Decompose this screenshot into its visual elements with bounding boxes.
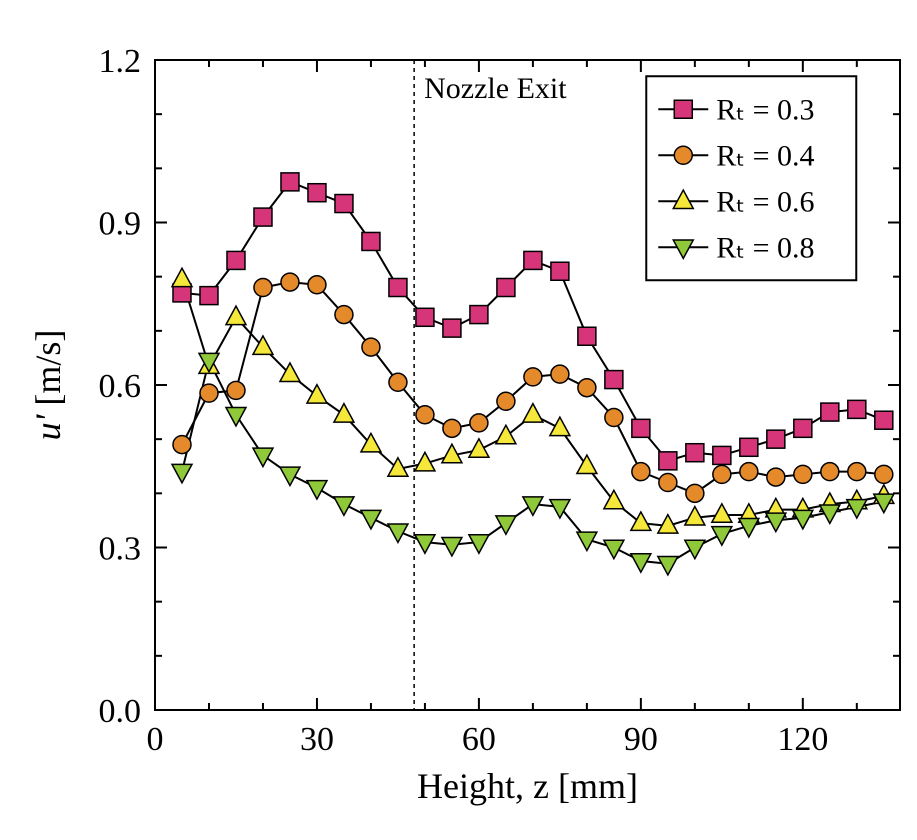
chart-svg: 0 30 60 90 120 Height, z [mm] 0.0 0.3 0.6 0.9 1.2 u… [20,20,917,820]
x-tick-label: 90 [624,721,658,758]
legend-label: Rₜ = 0.8 [716,231,814,264]
y-tick-label: 1.2 [99,43,142,80]
x-axis-label: Height, z [mm] [417,766,638,806]
x-tick-label: 60 [462,721,496,758]
nozzle-exit-label: Nozzle Exit [424,72,567,105]
x-tick-label: 0 [147,721,164,758]
chart-container: 0 30 60 90 120 Height, z [mm] 0.0 0.3 0.6 0.9 1.2 u… [20,20,917,820]
legend-label: Rₜ = 0.4 [716,139,814,172]
y-tick-label: 0.3 [99,531,142,568]
legend-label: Rₜ = 0.3 [716,93,814,126]
x-tick-label: 120 [777,721,828,758]
y-tick-label: 0.0 [99,693,142,730]
y-tick-label: 0.9 [99,206,142,243]
y-axis-label: u' [m/s] [28,330,68,441]
legend-label: Rₜ = 0.6 [716,185,814,218]
x-tick-label: 30 [300,721,334,758]
y-tick-label: 0.6 [99,368,142,405]
